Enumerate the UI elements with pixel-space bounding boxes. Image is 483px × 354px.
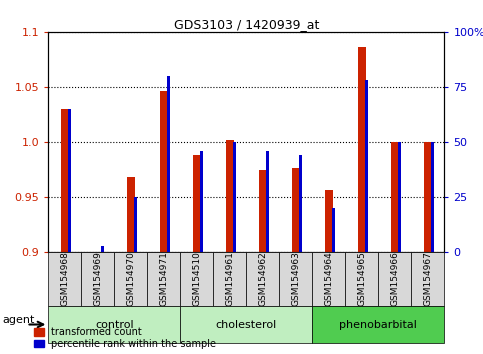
Bar [200, 151, 203, 252]
Bar [431, 142, 434, 252]
Bar [61, 109, 69, 252]
Legend: transformed count, percentile rank within the sample: transformed count, percentile rank withi… [34, 327, 216, 349]
Text: agent: agent [2, 315, 35, 325]
Bar [259, 170, 267, 252]
Text: GSM154968: GSM154968 [60, 251, 69, 306]
FancyBboxPatch shape [48, 252, 81, 306]
FancyBboxPatch shape [180, 252, 213, 306]
FancyBboxPatch shape [412, 252, 444, 306]
Bar [358, 47, 366, 252]
FancyBboxPatch shape [213, 252, 246, 306]
FancyBboxPatch shape [279, 252, 313, 306]
Text: GSM154970: GSM154970 [127, 251, 135, 306]
Text: GSM154964: GSM154964 [325, 251, 333, 306]
Text: GSM154969: GSM154969 [93, 251, 102, 306]
Bar [325, 190, 333, 252]
Text: GSM154967: GSM154967 [424, 251, 432, 306]
Text: cholesterol: cholesterol [216, 320, 277, 330]
Bar [424, 142, 432, 252]
Bar [127, 177, 135, 252]
FancyBboxPatch shape [313, 306, 444, 343]
FancyBboxPatch shape [147, 252, 180, 306]
Bar [226, 140, 234, 252]
Text: GSM154965: GSM154965 [357, 251, 366, 306]
Bar [292, 169, 300, 252]
Bar [193, 155, 201, 252]
Bar [69, 109, 71, 252]
Title: GDS3103 / 1420939_at: GDS3103 / 1420939_at [174, 18, 319, 31]
Bar [366, 80, 368, 252]
Bar [398, 142, 401, 252]
FancyBboxPatch shape [114, 252, 147, 306]
Text: GSM154510: GSM154510 [192, 251, 201, 306]
Bar [267, 151, 269, 252]
Bar [134, 197, 137, 252]
Text: GSM154962: GSM154962 [258, 251, 267, 306]
Bar [332, 208, 335, 252]
Text: control: control [95, 320, 134, 330]
Text: GSM154971: GSM154971 [159, 251, 168, 306]
Text: GSM154966: GSM154966 [390, 251, 399, 306]
Text: GSM154963: GSM154963 [291, 251, 300, 306]
FancyBboxPatch shape [81, 252, 114, 306]
Text: GSM154961: GSM154961 [226, 251, 234, 306]
Text: phenobarbital: phenobarbital [340, 320, 417, 330]
FancyBboxPatch shape [345, 252, 378, 306]
Bar [233, 142, 236, 252]
FancyBboxPatch shape [180, 306, 313, 343]
Bar [101, 246, 104, 252]
Bar [391, 142, 399, 252]
FancyBboxPatch shape [48, 306, 180, 343]
Bar [168, 76, 170, 252]
FancyBboxPatch shape [313, 252, 345, 306]
Bar [299, 155, 302, 252]
FancyBboxPatch shape [246, 252, 279, 306]
Bar [160, 91, 168, 252]
FancyBboxPatch shape [378, 252, 412, 306]
